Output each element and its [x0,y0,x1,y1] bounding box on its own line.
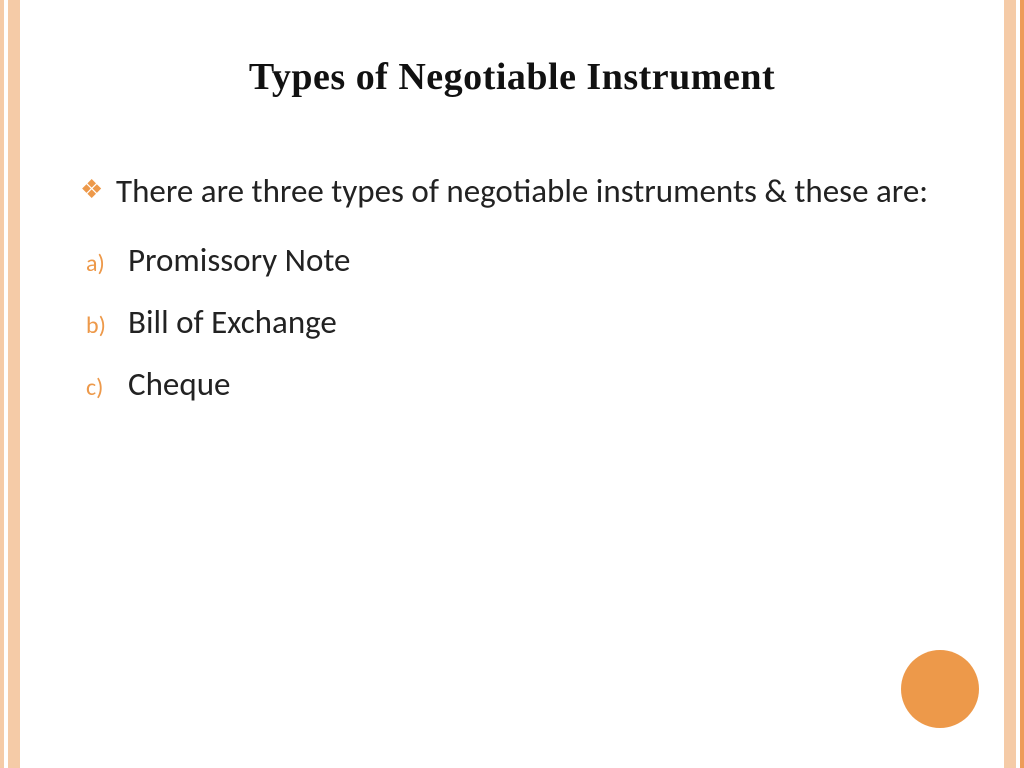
list-item: c) Cheque [80,364,944,404]
left-border-inner [8,0,20,768]
list-item: a) Promissory Note [80,240,944,280]
diamond-bullet-icon: ❖ [80,169,104,211]
accent-circle-icon [901,650,979,728]
list-text-b: Bill of Exchange [128,302,337,342]
right-border-inner [1004,0,1016,768]
right-border-outer [1020,0,1024,768]
list-marker-a: a) [86,249,128,278]
left-border-outer [0,0,4,768]
list-marker-b: b) [86,311,128,340]
slide-title: Types of Negotiable Instrument [80,55,944,99]
intro-text: There are three types of negotiable inst… [116,169,928,214]
list-text-a: Promissory Note [128,240,350,280]
slide-content: Types of Negotiable Instrument ❖ There a… [40,0,984,768]
list-item: b) Bill of Exchange [80,302,944,342]
intro-row: ❖ There are three types of negotiable in… [80,169,944,214]
list-text-c: Cheque [128,364,230,404]
list-marker-c: c) [86,373,128,402]
